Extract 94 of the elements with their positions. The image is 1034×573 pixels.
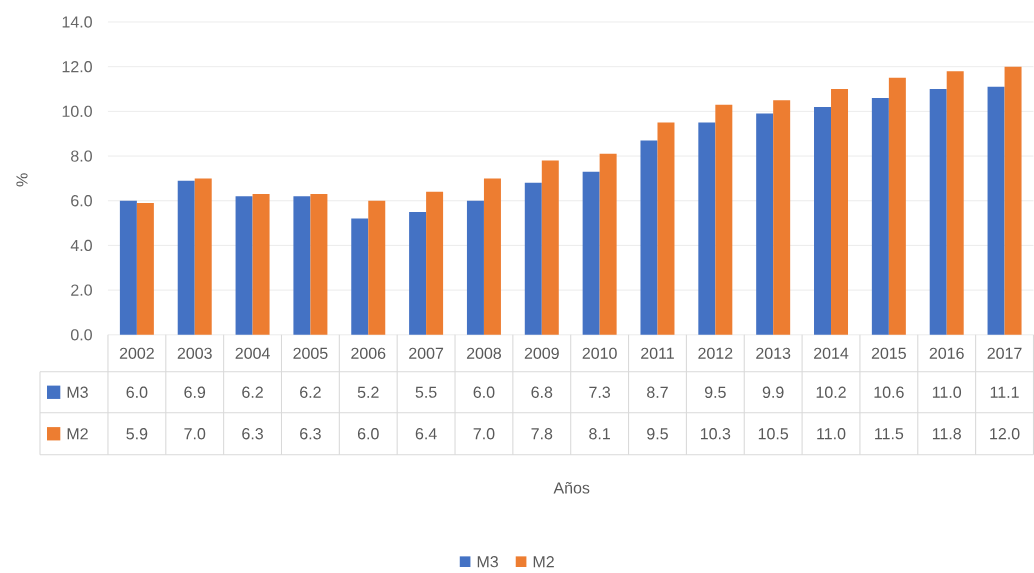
bar <box>773 100 791 335</box>
bar <box>831 89 849 335</box>
y-tick-label: 4.0 <box>70 239 92 252</box>
x-tick-label: 2005 <box>293 347 328 360</box>
data-label: 7.0 <box>184 428 206 440</box>
data-label: 6.3 <box>242 428 263 440</box>
bar <box>466 200 484 335</box>
data-label: 10.6 <box>874 386 904 399</box>
text: Años <box>553 482 590 494</box>
data-label: 12.0 <box>990 428 1020 440</box>
bar <box>524 183 542 335</box>
bar <box>640 140 658 335</box>
data-label: 6.0 <box>473 386 495 399</box>
data-label: 5.2 <box>357 386 379 399</box>
x-tick-label: 2004 <box>235 347 270 360</box>
bar <box>235 196 253 335</box>
x-tick-label: 2006 <box>351 347 386 360</box>
data-label: 10.3 <box>700 428 731 440</box>
data-label: 9.5 <box>704 386 726 399</box>
bar <box>310 194 328 335</box>
y-tick-label: 0.0 <box>70 329 92 341</box>
bar <box>657 122 675 335</box>
data-label: 11.0 <box>932 386 962 399</box>
bar <box>888 78 906 335</box>
data-label: 11.5 <box>875 428 904 440</box>
legend-label: M2 <box>67 428 88 440</box>
x-tick-label: 2008 <box>466 347 502 360</box>
bar <box>698 122 716 335</box>
data-label: 7.3 <box>589 386 611 399</box>
bar <box>119 200 137 335</box>
y-tick-label: 8.0 <box>71 150 92 162</box>
x-tick-label: 2007 <box>409 347 444 360</box>
legend-label: M3 <box>67 386 88 399</box>
bar <box>194 178 212 335</box>
data-label: 11.1 <box>990 386 1019 398</box>
bar <box>1004 66 1022 335</box>
text: M3 <box>477 556 498 568</box>
data-label: 5.9 <box>126 428 148 440</box>
x-tick-label: 2015 <box>871 347 906 360</box>
y-tick-label: 6.0 <box>71 195 92 207</box>
data-label: 6.8 <box>531 386 553 399</box>
bar <box>409 212 427 335</box>
bar <box>756 113 774 335</box>
bar <box>582 171 600 335</box>
data-label: 7.8 <box>531 428 553 440</box>
x-tick-label: 2016 <box>929 347 964 360</box>
bar <box>426 191 444 335</box>
data-label: 10.2 <box>816 386 846 399</box>
bar <box>929 89 947 335</box>
data-label: 6.9 <box>184 386 206 399</box>
data-label: 6.0 <box>126 386 148 399</box>
x-tick-label: 2009 <box>524 347 559 360</box>
bar <box>814 107 832 335</box>
data-label: 6.2 <box>242 386 263 399</box>
bar <box>987 86 1005 335</box>
data-label: 7.0 <box>473 428 495 440</box>
data-label: 10.5 <box>758 428 789 440</box>
x-tick-label: 2017 <box>987 347 1022 360</box>
x-tick-label: 2013 <box>756 347 791 360</box>
data-label: 9.5 <box>647 428 668 440</box>
bar <box>541 160 559 335</box>
bar <box>293 196 311 335</box>
data-label: 6.0 <box>357 428 379 440</box>
data-label: 6.3 <box>300 428 321 440</box>
bar <box>599 153 617 335</box>
bar <box>871 98 889 335</box>
data-label: 8.7 <box>647 386 668 399</box>
text: M2 <box>533 556 554 568</box>
bar <box>715 104 733 335</box>
data-label: 9.9 <box>762 386 784 399</box>
bar <box>351 218 369 335</box>
bar <box>483 178 501 335</box>
x-tick-label: 2003 <box>177 347 212 360</box>
bar <box>368 200 386 335</box>
x-tick-label: 2010 <box>582 347 617 360</box>
y-tick-label: 10.0 <box>62 105 92 118</box>
x-tick-label: 2014 <box>814 347 849 360</box>
data-label: 6.4 <box>415 428 437 440</box>
bar <box>177 180 195 335</box>
data-label: 5.5 <box>415 386 437 398</box>
bar <box>136 203 154 335</box>
y-axis-title: % <box>16 173 28 187</box>
bar <box>252 194 270 335</box>
bar <box>946 71 964 335</box>
y-tick-label: 12.0 <box>62 61 92 73</box>
data-label: 11.0 <box>817 428 846 440</box>
data-label: 11.8 <box>932 428 961 440</box>
x-tick-label: 2011 <box>641 347 674 360</box>
y-tick-label: 14.0 <box>62 16 92 28</box>
x-tick-label: 2002 <box>119 347 154 360</box>
y-tick-label: 2.0 <box>71 284 92 296</box>
x-tick-label: 2012 <box>698 347 733 360</box>
data-label: 8.1 <box>589 428 610 440</box>
data-label: 6.2 <box>300 386 321 399</box>
